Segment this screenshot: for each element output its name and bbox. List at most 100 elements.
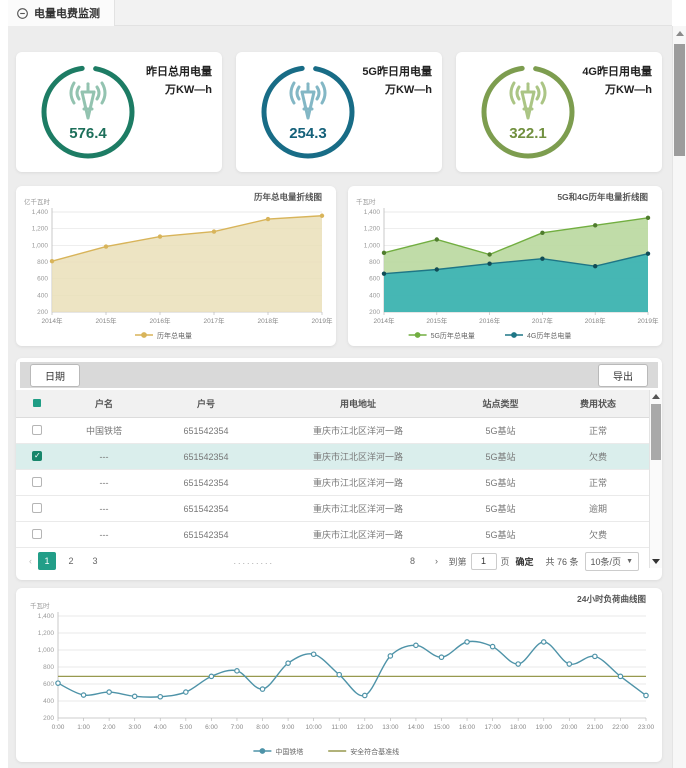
table-row[interactable]: 中国铁塔 651542354 重庆市江北区洋河一路 5G基站 正常 [16,418,649,444]
page-2[interactable]: 2 [68,556,74,566]
svg-text:200: 200 [37,309,48,316]
table-scroll-down-icon[interactable] [652,559,660,564]
svg-text:4:00: 4:00 [154,724,167,731]
svg-text:2014年: 2014年 [42,316,63,325]
confirm-button[interactable]: 确定 [515,556,534,567]
svg-text:400: 400 [369,292,380,299]
svg-text:7:00: 7:00 [231,724,244,731]
svg-text:22:00: 22:00 [612,724,629,731]
cell-name: --- [99,529,109,540]
page-size-select[interactable]: 10条/页 ▼ [584,551,639,571]
cell-site-type: 5G基站 [485,504,516,514]
svg-text:19:00: 19:00 [536,724,553,731]
svg-text:1,400: 1,400 [32,209,49,216]
cell-name: --- [99,503,109,514]
chart-svg: 200 400 600 800 1,000 1,200 1,400 2014年 2015年 201… [356,192,659,340]
table-row[interactable]: --- 651542354 重庆市江北区洋河一路 5G基站 正常 [16,470,649,496]
page-last[interactable]: 8 [409,556,415,566]
signal-tower-icon [509,81,547,120]
svg-text:1,000: 1,000 [364,242,381,249]
page-scrollbar-thumb[interactable] [674,44,685,156]
row-checkbox[interactable] [32,450,42,461]
svg-text:200: 200 [369,309,380,316]
cell-fee-status: 欠费 [588,530,607,540]
page-ellipsis: ......... [233,556,274,566]
table-row[interactable]: --- 651542354 重庆市江北区洋河一路 5G基站 欠费 [16,522,649,548]
svg-text:1,000: 1,000 [32,242,49,249]
goto-page-input[interactable] [470,552,497,570]
tab-power-monitor[interactable]: 电量电费监测 [8,0,115,26]
goto-prefix: 到第 [448,556,467,567]
row-checkbox-cell [16,450,58,463]
chart-svg: 200 400 600 800 1,000 1,200 1,400 0:00 1:00 2:00 3… [30,594,655,756]
table-scrollbar-thumb[interactable] [651,404,661,460]
cell-name: --- [99,477,109,488]
svg-text:2015年: 2015年 [426,316,447,325]
svg-text:历年总电量折线图: 历年总电量折线图 [254,192,322,202]
svg-text:9:00: 9:00 [282,724,295,731]
col-name: 户名 [94,399,113,409]
next-page-icon[interactable]: › [434,556,438,566]
row-checkbox-cell [16,502,58,515]
page-scrollbar[interactable] [672,26,686,768]
svg-text:4G历年总电量: 4G历年总电量 [527,331,571,340]
svg-text:800: 800 [369,259,380,266]
svg-text:14:00: 14:00 [408,724,425,731]
svg-text:2015年: 2015年 [96,316,117,325]
cell-site-type: 5G基站 [485,452,516,462]
svg-text:5:00: 5:00 [179,724,192,731]
cell-fee-status: 逾期 [588,504,607,514]
signal-tower-icon [69,81,107,120]
row-checkbox[interactable] [32,476,42,487]
svg-text:600: 600 [369,276,380,283]
col-address: 用电地址 [339,399,376,409]
svg-text:2017年: 2017年 [532,316,553,325]
page-3[interactable]: 3 [92,556,98,566]
cell-address: 重庆市江北区洋河一路 [312,530,403,540]
svg-text:1:00: 1:00 [77,724,90,731]
svg-text:12:00: 12:00 [357,724,374,731]
cell-account: 651542354 [183,529,229,540]
cell-account: 651542354 [183,503,229,514]
prev-page-icon[interactable]: ‹ [29,556,32,566]
date-button[interactable]: 日期 [30,363,80,387]
svg-text:10:00: 10:00 [306,724,323,731]
svg-text:800: 800 [37,259,48,266]
cell-name: 中国铁塔 [85,426,122,436]
col-fee-status: 费用状态 [579,399,616,409]
row-checkbox[interactable] [32,528,42,539]
cell-fee-status: 欠费 [588,452,607,462]
row-checkbox[interactable] [32,424,42,435]
table-row[interactable]: --- 651542354 重庆市江北区洋河一路 5G基站 逾期 [16,496,649,522]
svg-text:600: 600 [43,681,54,688]
cell-site-type: 5G基站 [485,426,516,436]
zoom-out-icon [17,7,28,19]
cell-site-type: 5G基站 [485,478,516,488]
kpi-value: 322.1 [509,125,547,142]
export-button[interactable]: 导出 [598,363,648,387]
scroll-up-icon[interactable] [676,31,684,36]
gauge-ring: 322.1 [481,65,575,159]
cell-address: 重庆市江北区洋河一路 [312,504,403,514]
table-row[interactable]: --- 651542354 重庆市江北区洋河一路 5G基站 欠费 [16,444,649,470]
svg-text:1,200: 1,200 [364,226,381,233]
cell-account: 651542354 [183,477,229,488]
chevron-down-icon: ▼ [626,557,633,565]
select-all-checkbox[interactable] [16,398,58,409]
table-scrollbar[interactable] [649,390,662,568]
svg-text:600: 600 [37,276,48,283]
table-scroll-up-icon[interactable] [652,394,660,399]
goto-suffix: 页 [500,556,510,567]
row-checkbox-cell [16,476,58,489]
col-account: 户号 [196,399,215,409]
svg-text:亿千瓦时: 亿千瓦时 [24,197,51,206]
col-site-type: 站点类型 [482,399,519,409]
row-checkbox[interactable] [32,502,42,513]
accounts-table-card: 日期 导出 户名 户号 用电地址 站点类型 费用状态 中国铁塔 651542354… [16,358,662,580]
svg-text:8:00: 8:00 [256,724,269,731]
cell-site-type: 5G基站 [485,530,516,540]
svg-text:20:00: 20:00 [561,724,578,731]
page-1[interactable]: 1 [38,552,56,570]
svg-text:2019年: 2019年 [312,316,333,325]
row-checkbox-cell [16,528,58,541]
